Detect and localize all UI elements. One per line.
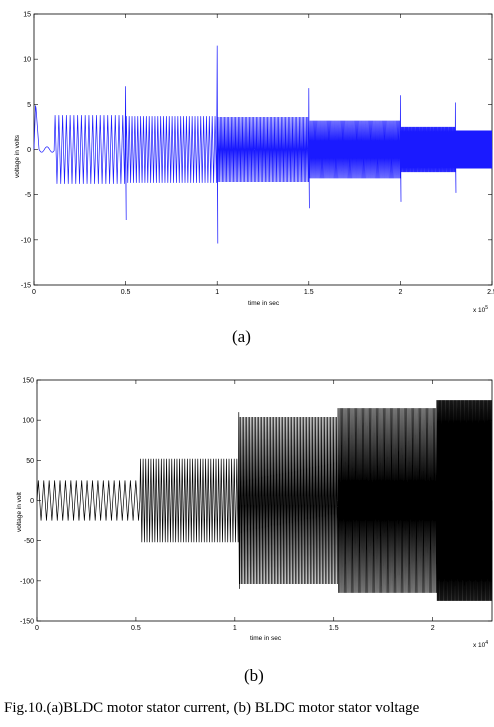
x-axis-label-a: time in sec <box>248 300 280 307</box>
x-tick-label-a: 2 <box>398 289 402 296</box>
x-tick-label-b: 1.5 <box>329 625 339 632</box>
y-tick-label-b: -150 <box>20 619 34 626</box>
figure-caption: Fig.10.(a)BLDC motor stator current, (b)… <box>4 700 420 716</box>
y-tick-label-b: 0 <box>30 498 34 505</box>
y-tick-label-b: 150 <box>22 378 34 385</box>
x-tick-label-a: 1.5 <box>304 289 314 296</box>
panel-label-b: (b) <box>244 666 264 685</box>
y-tick-label-b: -50 <box>24 538 34 545</box>
x-tick-label-b: 2 <box>431 625 435 632</box>
series-line-a <box>33 45 493 244</box>
y-tick-label-a: 10 <box>23 57 31 64</box>
y-axis-label-a: voltage in volts <box>14 134 21 178</box>
y-tick-label-a: 5 <box>27 102 31 109</box>
x-tick-label-a: 0 <box>32 289 36 296</box>
panel-label-a: (a) <box>232 327 251 346</box>
y-tick-label-a: -10 <box>21 237 31 244</box>
x-axis-label-b: time in sec <box>250 635 282 642</box>
x-tick-label-a: 0.5 <box>121 289 131 296</box>
y-tick-label-a: -5 <box>25 192 31 199</box>
y-tick-label-a: -15 <box>21 283 31 290</box>
x-tick-label-a: 1 <box>215 289 219 296</box>
y-tick-label-b: 50 <box>26 458 34 465</box>
y-tick-label-a: 0 <box>27 147 31 154</box>
x-tick-label-a: 2.5 <box>487 289 494 296</box>
y-tick-label-a: 15 <box>23 12 31 19</box>
y-tick-label-b: -100 <box>20 578 34 585</box>
x-tick-label-b: 0 <box>35 625 39 632</box>
y-tick-label-b: 100 <box>22 418 34 425</box>
x-multiplier-a: x 105 <box>473 305 488 314</box>
x-multiplier-b: x 104 <box>473 640 488 649</box>
x-tick-label-b: 1 <box>233 625 237 632</box>
x-tick-label-b: 0.5 <box>131 625 141 632</box>
series-line-b <box>36 400 493 601</box>
y-axis-label-b: voltage in volt <box>16 492 23 532</box>
